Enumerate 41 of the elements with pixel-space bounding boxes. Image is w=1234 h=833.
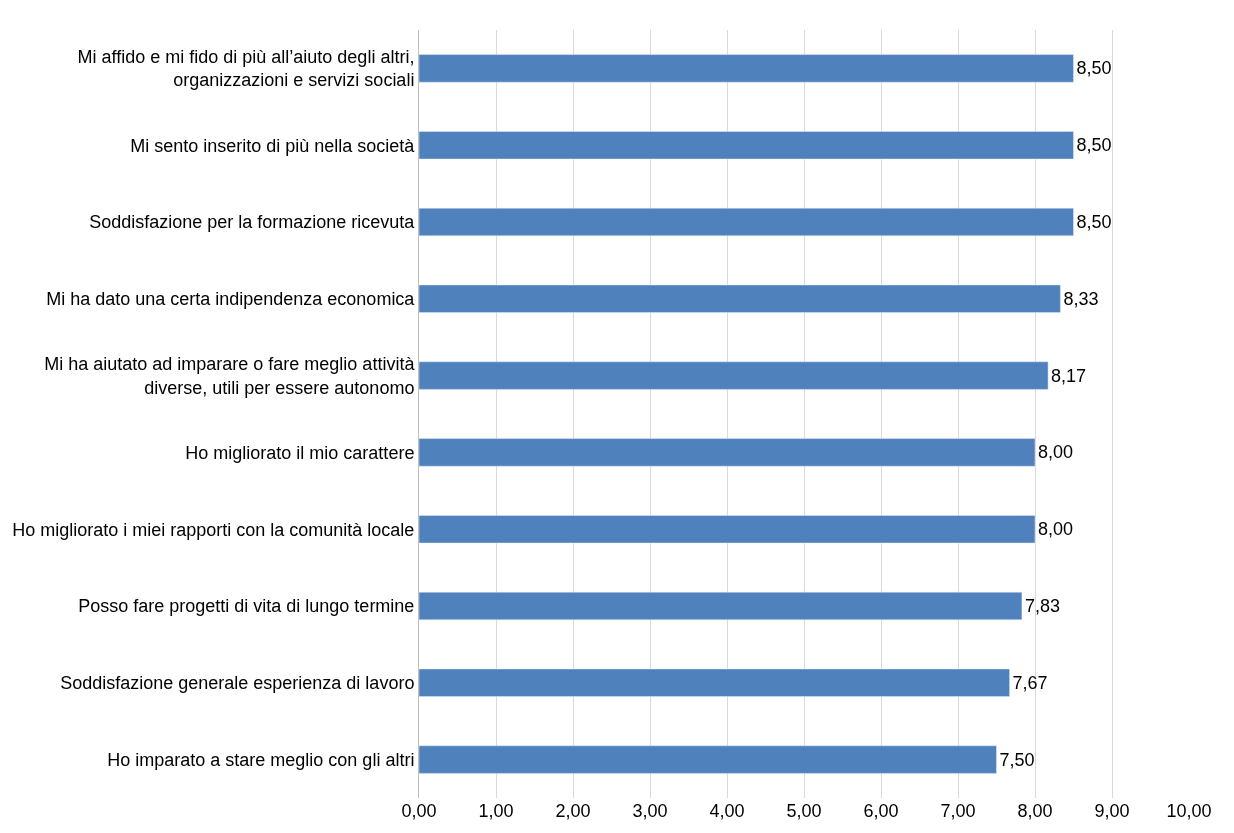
x-tick-label: 7,00 — [940, 801, 976, 821]
y-tick-label: Mi ha dato una certa indipendenza economica — [46, 289, 416, 310]
data-label: 8,00 — [1038, 442, 1074, 463]
x-tick-label: 4,00 — [709, 801, 745, 821]
data-label: 8,50 — [1076, 212, 1112, 232]
y-tick-label: Mi ha aiutato ad imparare o fare meglio attività diverse, utili per essere autonomo — [44, 354, 416, 398]
data-label: 7,50 — [999, 749, 1035, 770]
bar — [419, 207, 1074, 237]
data-label: 8,50 — [1076, 58, 1112, 79]
y-tick-label: Ho imparato a stare meglio con gli altri — [107, 749, 415, 770]
y-tick-label: Mi affido e mi fido di più all’aiuto degli altri, organizzazioni e servizi sociali — [77, 47, 415, 91]
data-label: 7,67 — [1012, 672, 1048, 693]
y-tick-label: Mi sento inserito di più nella società — [130, 135, 416, 156]
data-label: 8,50 — [1076, 135, 1112, 156]
y-tick-label: Soddisfazione generale esperienza di lavoro — [60, 673, 415, 694]
x-tick-label: 1,00 — [478, 801, 514, 821]
x-tick-label: 2,00 — [555, 801, 591, 821]
bar — [419, 515, 1036, 544]
x-tick-label: 8,00 — [1017, 801, 1053, 821]
bar — [419, 591, 1023, 621]
y-tick-label: Ho migliorato i miei rapporti con la comunità locale — [12, 519, 415, 540]
bar — [419, 745, 997, 774]
y-tick-label: Ho migliorato il mio carattere — [185, 442, 415, 463]
x-tick-label: 0,00 — [401, 801, 437, 821]
bar — [419, 668, 1010, 697]
data-label: 7,83 — [1024, 596, 1060, 616]
x-tick-label: 9,00 — [1094, 801, 1130, 821]
bar — [419, 438, 1036, 467]
bar — [419, 284, 1061, 313]
x-tick-label: 5,00 — [786, 801, 822, 821]
bar — [419, 361, 1049, 390]
bar — [419, 54, 1074, 83]
y-tick-label: Posso fare progetti di vita di lungo termine — [78, 596, 415, 617]
y-tick-label: Soddisfazione per la formazione ricevuta — [89, 212, 416, 233]
bar — [419, 131, 1074, 160]
data-label: 8,17 — [1051, 365, 1087, 386]
x-tick-label: 10,00 — [1166, 801, 1212, 821]
x-tick-label: 6,00 — [863, 801, 899, 821]
data-label: 8,00 — [1038, 519, 1074, 540]
data-label: 8,33 — [1063, 288, 1099, 309]
x-tick-label: 3,00 — [632, 801, 668, 821]
